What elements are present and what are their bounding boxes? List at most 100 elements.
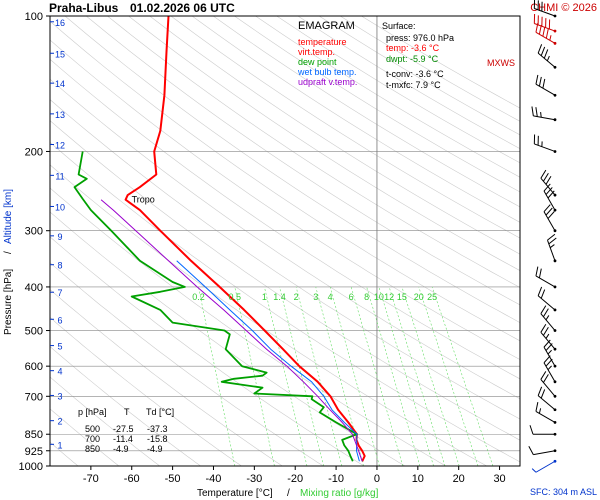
x-tick-label: 20 [453, 473, 465, 485]
table-cell: -27.5 [113, 424, 134, 434]
table-cell: -37.3 [147, 424, 168, 434]
mixing-ratio-label: 8 [364, 292, 369, 302]
x-tick-label: 10 [412, 473, 424, 485]
plot-border [49, 15, 521, 467]
mixing-ratio-lines [198, 286, 494, 466]
wind-barb-station [553, 193, 557, 197]
legend-item-virt-temp: virt.temp. [298, 47, 335, 57]
wind-barb-feather [540, 323, 547, 333]
wind-barb-station [553, 347, 557, 351]
dry-adiabat-line [149, 16, 520, 255]
wind-barb-feather [538, 76, 542, 87]
x-tick-label: -10 [328, 473, 344, 485]
mixing-ratio-label: 4 [328, 292, 333, 302]
wind-barb [540, 305, 557, 332]
altitude-tick-label: 12 [55, 141, 65, 151]
table-header-td: Td [°C] [146, 407, 174, 417]
table-cell: -11.4 [113, 434, 133, 444]
table-cell: 700 [85, 434, 100, 444]
wind-barb-feather [540, 169, 547, 179]
wind-barb-feather [543, 339, 551, 348]
wind-barb-feather [543, 204, 551, 212]
mixing-ratio-line [378, 286, 434, 466]
wind-barb-station [553, 41, 557, 45]
y-tick-label: 100 [25, 11, 43, 23]
wind-barb-feather [545, 176, 552, 185]
altitude-tick-label: 2 [57, 417, 62, 427]
x-axis-label: Temperature [°C] / Mixing ratio [g/kg] [197, 488, 379, 499]
legend-box: EMAGRAM temperature virt.temp. dew point… [297, 20, 357, 87]
station-title: Praha-Libus [49, 1, 119, 15]
dry-adiabat-line [50, 58, 520, 380]
wind-barb-feather [535, 74, 539, 85]
wind-barb-station [553, 329, 557, 332]
wind-barb-half-feather [531, 468, 537, 473]
wind-barb-feather [528, 446, 534, 455]
x-axis-separator: / [287, 488, 290, 499]
wind-barb [543, 204, 557, 233]
x-tick-label: -60 [124, 473, 140, 485]
x-tick-label: -70 [83, 473, 99, 485]
mixing-ratio-line [279, 286, 324, 466]
wind-barb [533, 14, 557, 33]
x-tick-label: -20 [287, 473, 303, 485]
mixing-ratio-labels: 0.2 0.5 1 1.4 2 3 4 6 8 10 12 15 20 25 [192, 292, 437, 302]
wind-barb-staff [533, 450, 556, 456]
dry-adiabat-line [128, 16, 520, 271]
mixing-ratio-label: 15 [397, 292, 407, 302]
wind-barb-half-feather [549, 244, 555, 249]
wind-barb-half-feather [545, 315, 550, 321]
surface-panel: Surface: press: 976.0 hPa temp: -3.6 °C … [382, 21, 454, 90]
dry-adiabat-line [191, 16, 520, 223]
wind-barb-station [553, 432, 557, 436]
copyright: CHMI © 2026 [530, 2, 597, 14]
wind-barb-feather [529, 425, 534, 435]
y-tick-label: 600 [25, 361, 43, 373]
series-udpraft-v-temp [100, 199, 363, 462]
surface-dwpt: dwpt: -5.9 °C [386, 54, 439, 64]
y-tick-label: 700 [25, 391, 43, 403]
wind-barb-feather [540, 289, 546, 299]
wind-barb-feather [540, 371, 547, 380]
wind-barb-feather [543, 183, 551, 192]
mxws-label: MXWS [487, 58, 515, 68]
y-tick-label: 925 [25, 446, 43, 458]
wind-barb [543, 183, 557, 212]
tropopause-label: Tropo [132, 195, 155, 205]
x-tick-label: -50 [165, 473, 181, 485]
legend-item-dew-point: dew point [298, 57, 337, 67]
dry-adiabat-line [86, 16, 520, 306]
background-grid [50, 16, 520, 466]
altitude-tick-label: 9 [57, 232, 62, 242]
altitude-tick-label: 13 [55, 110, 65, 120]
table-cell: -4.9 [147, 444, 163, 454]
dry-adiabat-line [50, 99, 520, 420]
altitude-tick-label: 1 [57, 440, 62, 450]
wind-barb-feather [545, 207, 553, 216]
altitude-tick-label: 5 [57, 342, 62, 352]
mixing-ratio-label: 1.4 [273, 292, 286, 302]
y-tick-label: 1000 [19, 461, 43, 473]
mixing-ratio-line [350, 286, 404, 466]
wind-barb-station [553, 65, 557, 69]
mixing-ratio-label: 20 [414, 292, 424, 302]
legend-item-updraft: udpraft v.temp. [298, 77, 357, 87]
altitude-tick-label: 3 [57, 391, 62, 401]
wind-barb [540, 323, 557, 351]
x-tick-label: 0 [374, 473, 380, 485]
wind-barb [531, 106, 557, 122]
mixing-ratio-label: 3 [313, 292, 318, 302]
mixing-ratio-label: 6 [349, 292, 354, 302]
wind-barb-staff [535, 460, 556, 473]
wind-barb-feather [535, 266, 539, 277]
wind-barb-station [553, 259, 557, 263]
wind-barb-station [553, 380, 557, 384]
dry-adiabat-line [50, 39, 520, 360]
wind-barb-column [528, 0, 557, 473]
table-cell: -4.9 [113, 444, 129, 454]
altitude-tick-label: 7 [57, 288, 62, 298]
mixing-ratio-label: 12 [384, 292, 394, 302]
y-tick-label: 850 [25, 429, 43, 441]
wind-barb [531, 459, 557, 473]
